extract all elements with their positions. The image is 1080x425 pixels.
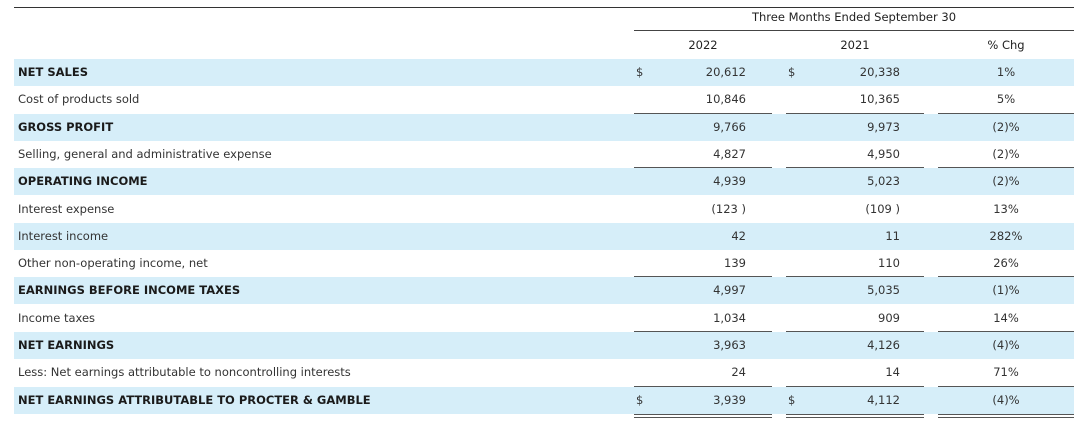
total-double-rule: [786, 417, 924, 418]
total-double-rule: [786, 414, 924, 415]
value-2021: 9,973: [867, 120, 900, 134]
pct-change: (2)%: [992, 147, 1020, 161]
value-2022: 139: [724, 256, 746, 270]
column-header-2022: 2022: [688, 38, 718, 52]
total-double-rule: [938, 414, 1074, 415]
value-2021: 4,950: [867, 147, 900, 161]
value-2021: 110: [878, 256, 900, 270]
subtotal-rule: [634, 331, 772, 332]
row-label: Interest expense: [18, 202, 115, 216]
pct-change: 1%: [996, 65, 1016, 79]
currency-symbol: $: [636, 393, 644, 407]
pct-change: 282%: [989, 229, 1023, 243]
table-row: GROSS PROFIT 9,766 9,973 (2)%: [14, 114, 1074, 141]
pct-change: 5%: [996, 92, 1016, 106]
table-row: NET EARNINGS 3,963 4,126 (4)%: [14, 332, 1074, 359]
subtotal-rule: [786, 113, 924, 114]
total-double-rule: [938, 417, 1074, 418]
column-header-2021: 2021: [840, 38, 870, 52]
period-rule: [634, 30, 1074, 31]
column-header-pct-change: % Chg: [987, 38, 1025, 52]
subtotal-rule: [634, 386, 772, 387]
subtotal-rule: [634, 113, 772, 114]
value-2021: 4,126: [867, 338, 900, 352]
currency-symbol: $: [788, 65, 796, 79]
pct-change: (4)%: [992, 338, 1020, 352]
subtotal-rule: [938, 113, 1074, 114]
value-2021: 20,338: [859, 65, 900, 79]
total-double-rule: [634, 414, 772, 415]
total-double-rule: [634, 417, 772, 418]
value-2022: 3,939: [713, 393, 746, 407]
currency-symbol: $: [788, 393, 796, 407]
value-2021: 10,365: [859, 92, 900, 106]
subtotal-rule: [938, 276, 1074, 277]
pct-change: 13%: [993, 202, 1019, 216]
table-row: Other non-operating income, net 139 110 26%: [14, 250, 1074, 277]
subtotal-rule: [634, 276, 772, 277]
value-2022: 10,846: [705, 92, 746, 106]
currency-symbol: $: [636, 65, 644, 79]
pct-change: (1)%: [992, 283, 1020, 297]
subtotal-rule: [786, 167, 924, 168]
row-label: Other non-operating income, net: [18, 256, 208, 270]
value-2021: 11: [885, 229, 900, 243]
pct-change: 71%: [993, 365, 1019, 379]
value-2021: 14: [885, 365, 900, 379]
pct-change: (2)%: [992, 174, 1020, 188]
row-label: EARNINGS BEFORE INCOME TAXES: [18, 283, 241, 297]
subtotal-rule: [786, 276, 924, 277]
row-label: Income taxes: [18, 311, 96, 325]
value-2021: (109 ): [865, 202, 900, 216]
subtotal-rule: [786, 331, 924, 332]
row-label: Selling, general and administrative expe…: [18, 147, 272, 161]
pct-change: (2)%: [992, 120, 1020, 134]
value-2021: 909: [878, 311, 900, 325]
value-2021: 4,112: [867, 393, 900, 407]
table-row: Interest income 42 11 282%: [14, 223, 1074, 250]
value-2022: 4,939: [713, 174, 746, 188]
value-2021: 5,023: [867, 174, 900, 188]
table-row: EARNINGS BEFORE INCOME TAXES 4,997 5,035 (1…: [14, 277, 1074, 304]
row-label: NET EARNINGS ATTRIBUTABLE TO PROCTER & G…: [18, 393, 371, 407]
row-label: NET SALES: [18, 65, 88, 79]
period-header: Three Months Ended September 30: [751, 10, 957, 24]
pct-change: 14%: [993, 311, 1019, 325]
row-label: Less: Net earnings attributable to nonco…: [18, 365, 351, 379]
table-row: Cost of products sold 10,846 10,365 5%: [14, 86, 1074, 113]
subtotal-rule: [634, 167, 772, 168]
table-row: Income taxes 1,034 909 14%: [14, 305, 1074, 332]
table-row: Selling, general and administrative expe…: [14, 141, 1074, 168]
value-2022: 4,827: [713, 147, 746, 161]
value-2022: 3,963: [713, 338, 746, 352]
income-statement-table: Three Months Ended September 30 2022 202…: [14, 0, 1076, 425]
row-label: GROSS PROFIT: [18, 120, 114, 134]
subtotal-rule: [786, 386, 924, 387]
table-row: Interest expense (123 ) (109 ) 13%: [14, 196, 1074, 223]
row-label: Interest income: [18, 229, 109, 243]
pct-change: 26%: [993, 256, 1019, 270]
subtotal-rule: [938, 386, 1074, 387]
top-rule: [14, 7, 1074, 8]
table-row: Less: Net earnings attributable to nonco…: [14, 359, 1074, 386]
row-label: NET EARNINGS: [18, 338, 115, 352]
row-label: Cost of products sold: [18, 92, 140, 106]
table-row: NET SALES $ $20,612 20,338 1%: [14, 59, 1074, 86]
value-2022: 1,034: [713, 311, 746, 325]
value-2022: (123 ): [711, 202, 746, 216]
subtotal-rule: [938, 331, 1074, 332]
table-row: NET EARNINGS ATTRIBUTABLE TO PROCTER & G…: [14, 387, 1074, 414]
pct-change: (4)%: [992, 393, 1020, 407]
row-label: OPERATING INCOME: [18, 174, 148, 188]
table-row: OPERATING INCOME 4,939 5,023 (2)%: [14, 168, 1074, 195]
subtotal-rule: [938, 167, 1074, 168]
value-2022: 9,766: [713, 120, 746, 134]
value-2022: 42: [731, 229, 746, 243]
value-2021: 5,035: [867, 283, 900, 297]
value-2022: 20,612: [705, 65, 746, 79]
value-2022: 24: [731, 365, 746, 379]
value-2022: 4,997: [713, 283, 746, 297]
